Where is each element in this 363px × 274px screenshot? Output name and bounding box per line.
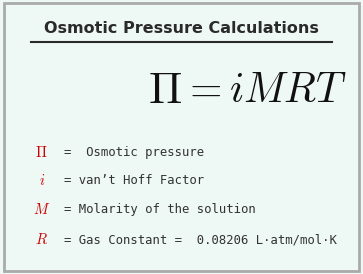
Text: Osmotic Pressure Calculations: Osmotic Pressure Calculations	[44, 21, 319, 36]
Text: $\Pi$: $\Pi$	[36, 145, 48, 159]
FancyBboxPatch shape	[4, 3, 359, 271]
Text: $R$: $R$	[35, 232, 48, 247]
Text: $\Pi$: $\Pi$	[148, 69, 182, 112]
Text: $M$: $M$	[33, 202, 50, 217]
Text: = Molarity of the solution: = Molarity of the solution	[64, 203, 255, 216]
Text: = van’t Hoff Factor: = van’t Hoff Factor	[64, 174, 204, 187]
Text: $i$: $i$	[38, 173, 45, 188]
Text: = Gas Constant =  0.08206 L·atm/mol·K: = Gas Constant = 0.08206 L·atm/mol·K	[64, 233, 337, 246]
Text: $= iMRT$: $= iMRT$	[182, 69, 346, 112]
Text: =  Osmotic pressure: = Osmotic pressure	[64, 145, 204, 159]
